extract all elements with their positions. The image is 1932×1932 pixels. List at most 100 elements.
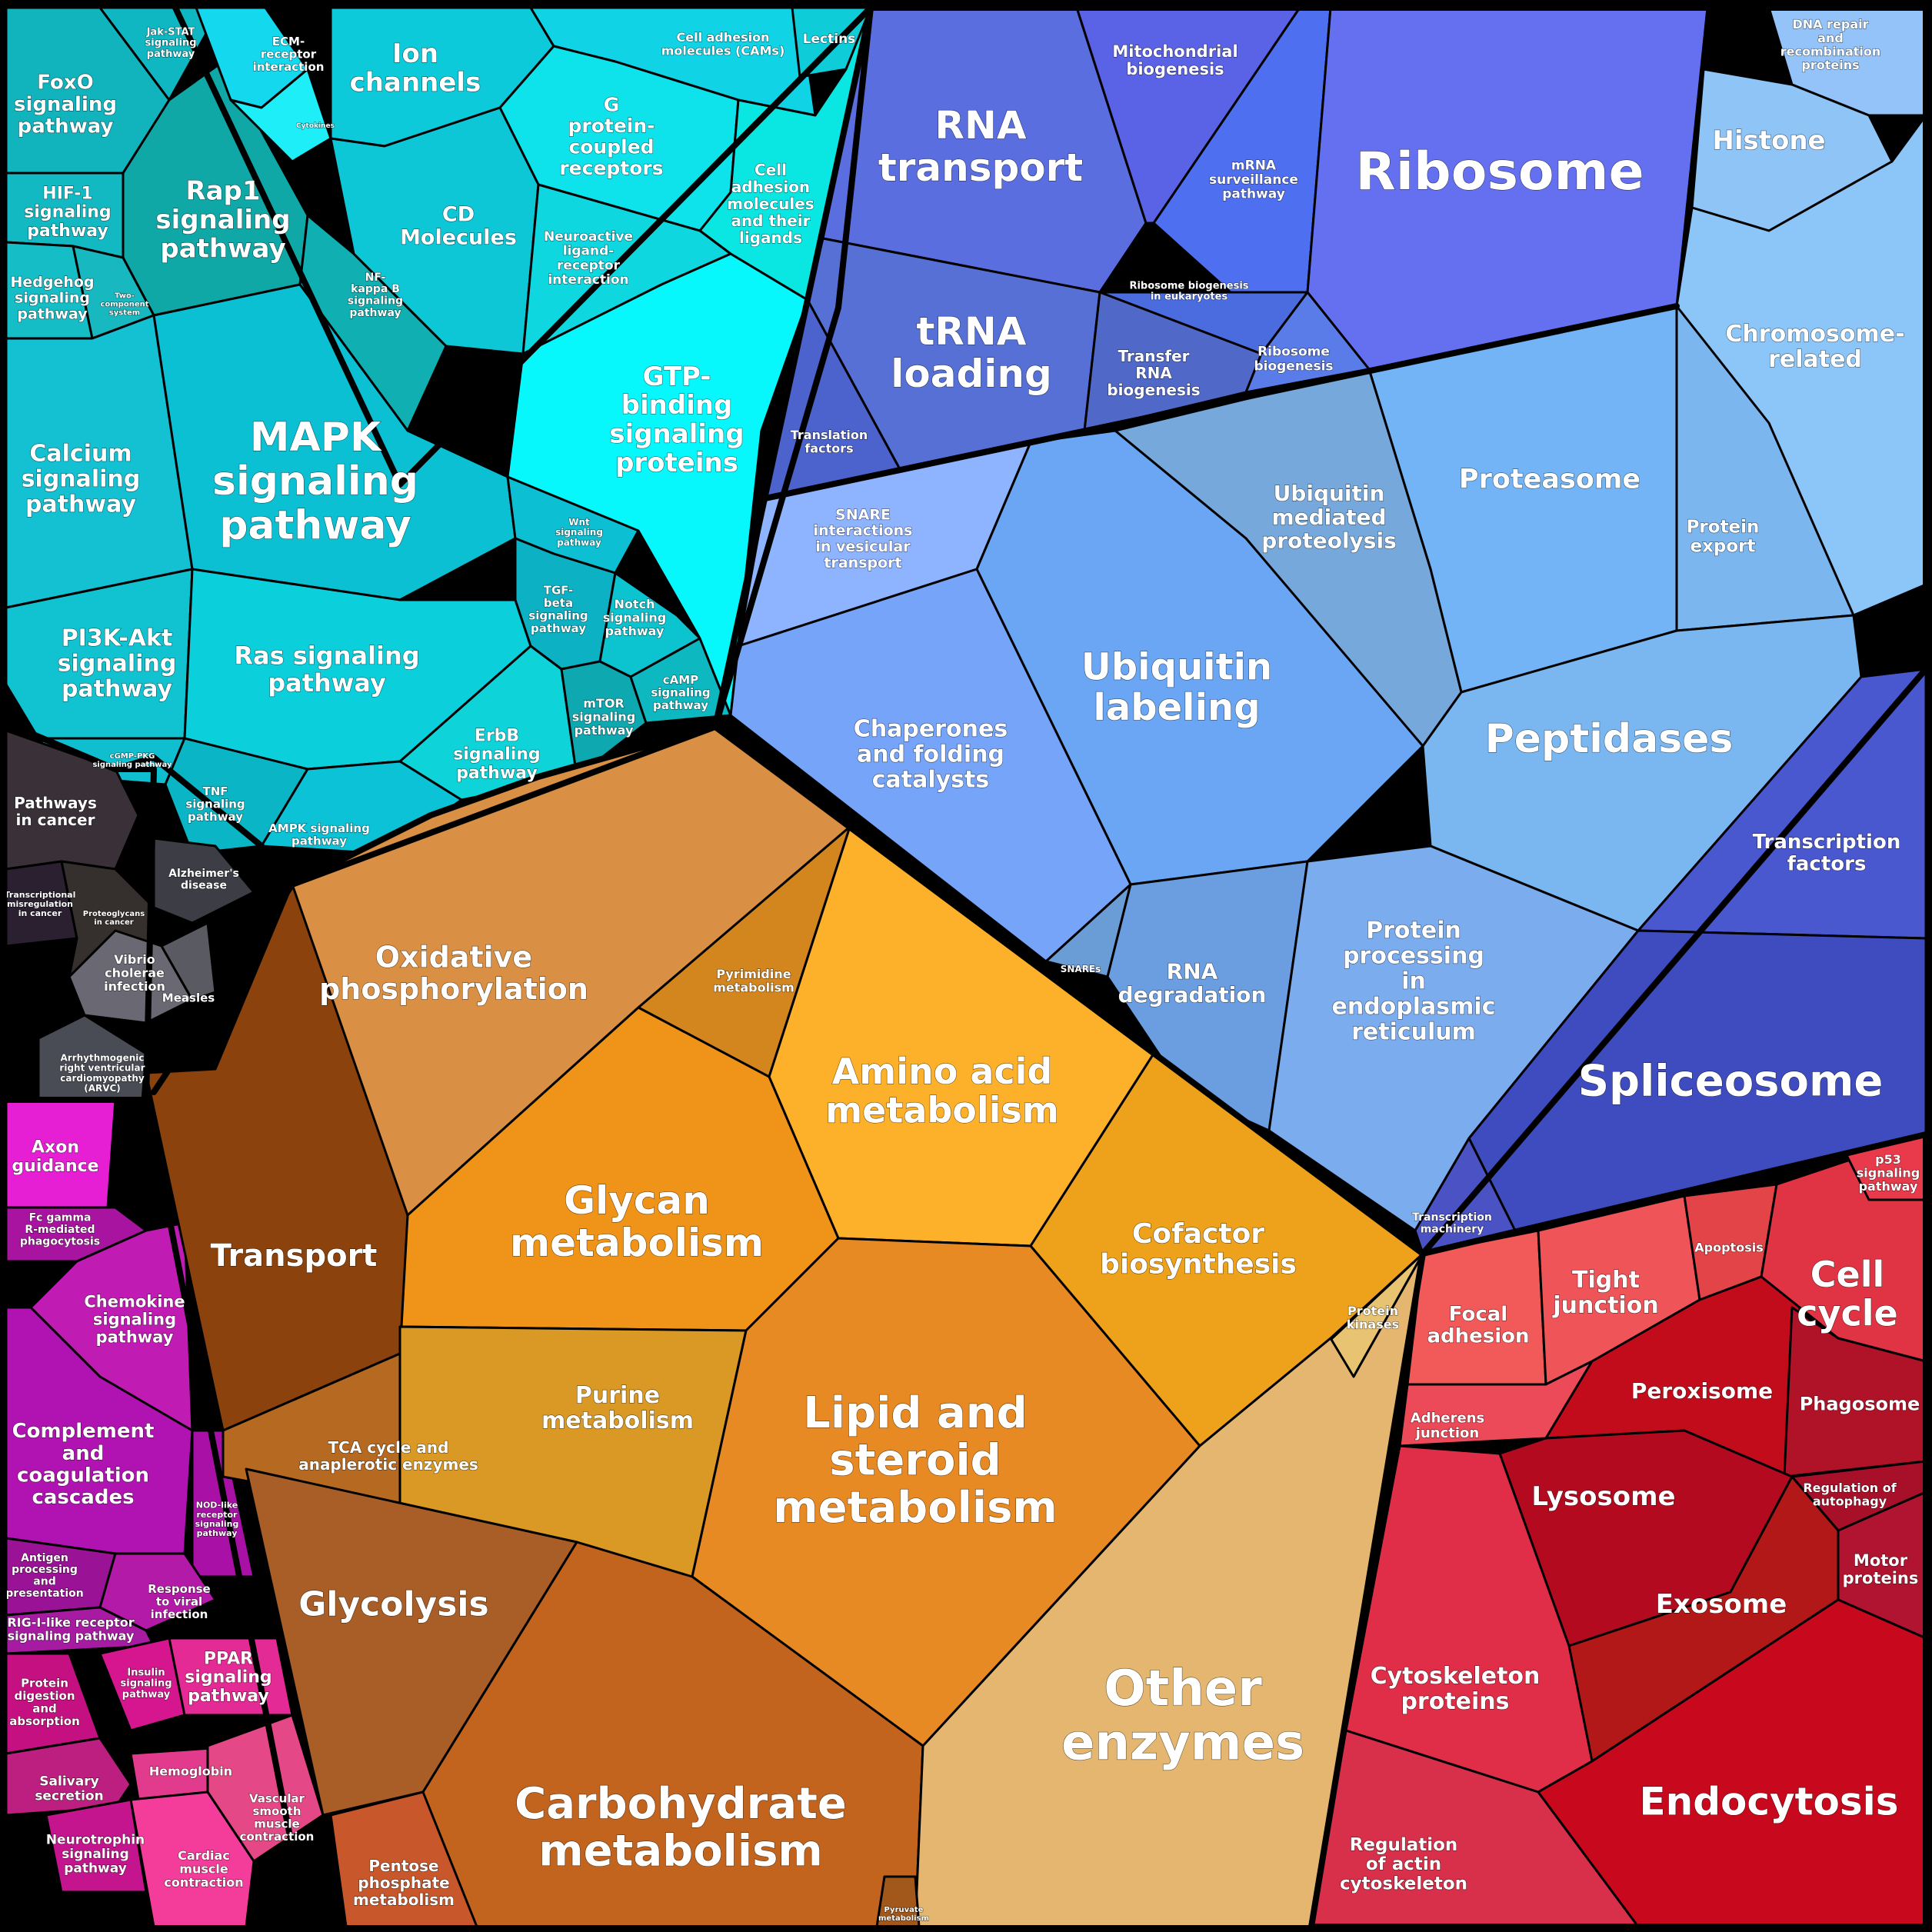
cell-label-line: signaling	[14, 93, 117, 116]
cell-label-line: misregulation	[7, 899, 73, 909]
cell-label-tight: Tight junction	[1552, 1267, 1658, 1319]
cell-label-line: metabolism	[541, 1407, 694, 1434]
cell-label-line: Cell	[1810, 1254, 1885, 1295]
cell-label-line: export	[1690, 537, 1755, 557]
cell-label-line: and folding	[857, 741, 1004, 768]
cell-label-line: MAPK	[250, 415, 382, 461]
cell-label-line: FoxO	[37, 72, 93, 95]
cell-label-line: related	[1768, 346, 1862, 373]
cell-label-line: muscle	[254, 1817, 299, 1831]
cell-label-line: in eukaryotes	[1151, 291, 1228, 303]
cell-label-line: pathway	[291, 834, 347, 848]
cell-label-line: Ubiquitin	[1081, 645, 1272, 688]
cell-label-line: Ubiquitin	[1274, 481, 1385, 506]
cell-label-line: pathway	[349, 307, 401, 319]
cell-label-line: in cancer	[94, 918, 134, 927]
cell-label-glycan: Glycan metabolism	[510, 1178, 764, 1265]
cell-label-line: Measles	[162, 991, 215, 1004]
group-border-folding	[762, 303, 1680, 501]
cell-label-line: in vesicular	[815, 538, 911, 555]
cell-label-peroxisome: Peroxisome	[1631, 1378, 1773, 1404]
cell-label-arrhythmo: Arrhythmogenic right ventricular cardiomyo…	[59, 1052, 145, 1094]
cell-label-line: G	[604, 94, 620, 116]
cell-label-line: signaling pathway	[92, 761, 172, 769]
cell-label-line: Protein	[1687, 517, 1760, 537]
cell-label-line: contraction	[240, 1830, 315, 1844]
cell-label-hif1: HIF-1 signaling pathway	[24, 185, 111, 241]
cell-label-line: Tight	[1572, 1267, 1640, 1294]
cell-label-line: processing	[12, 1564, 78, 1576]
cell-label-line: proteins	[1843, 1569, 1919, 1587]
cell-label-oxphos: Oxidative phosphorylation	[319, 940, 588, 1006]
cell-label-apoptosis: Apoptosis	[1694, 1241, 1763, 1255]
cell-label-line: Histone	[1712, 125, 1825, 156]
cell-label-mrna: mRNA surveillance pathway	[1209, 158, 1298, 202]
cell-label-ribosome: Ribosome	[1355, 142, 1644, 202]
cell-label-ribobioeuk: Ribosome biogenesis in eukaryotes	[1129, 280, 1248, 302]
cell-label-line: interaction	[548, 272, 628, 288]
cell-label-protproc: Protein processing in endoplasmic reticulum	[1332, 918, 1496, 1046]
cell-label-line: pathway	[531, 621, 586, 635]
cell-label-line: digestion	[14, 1689, 75, 1703]
cell-label-vibrio: Vibrio cholerae infection	[104, 952, 165, 994]
cell-label-calcium: Calcium signaling pathway	[22, 441, 141, 518]
cell-label-line: proteins	[615, 448, 738, 478]
cell-label-line: signaling	[15, 290, 90, 307]
cell-label-snares: SNAREs	[1061, 964, 1101, 974]
cell-label-line: Arrhythmogenic	[60, 1052, 144, 1063]
cell-label-p53: p53 signaling pathway	[1857, 1152, 1920, 1194]
cell-cardiac	[129, 1790, 255, 1928]
cell-label-line: Transport	[211, 1238, 378, 1274]
cell-label-line: Motor	[1854, 1551, 1908, 1570]
cell-label-line: kappa B	[351, 283, 400, 295]
cell-label-notch: Notch signaling pathway	[603, 597, 666, 638]
cell-label-line: signaling	[145, 38, 197, 49]
cell-label-cgmp: cGMP-PKG signaling pathway	[92, 752, 172, 769]
cell-label-line: NOD-like	[196, 1501, 238, 1511]
cell-label-glycolysis: Glycolysis	[298, 1584, 488, 1624]
cell-label-line: coagulation	[17, 1464, 149, 1487]
cell-label-line: Lectins	[803, 32, 856, 47]
cell-label-line: factors	[1787, 852, 1867, 875]
cell-label-line: Protein	[21, 1677, 68, 1690]
cell-label-rnadeg: RNA degradation	[1118, 958, 1267, 1008]
cell-label-line: and	[32, 1702, 57, 1716]
cell-label-regactin: Regulation of actin cytoskeleton	[1340, 1835, 1467, 1894]
cell-label-line: cycle	[1797, 1292, 1898, 1334]
cell-label-line: pathway	[268, 668, 386, 698]
cell-label-line: Molecules	[400, 225, 517, 249]
cell-label-line: metabolism	[353, 1890, 455, 1909]
cell-label-line: signaling	[555, 527, 603, 538]
cell-label-complement: Complement and coagulation cascades	[12, 1420, 155, 1509]
cell-label-carbo: Carbohydrate metabolism	[515, 1779, 847, 1877]
cell-label-line: Complement	[12, 1420, 155, 1443]
cell-label-line: Regulation	[1350, 1835, 1458, 1855]
cell-label-camp: cAMP signaling pathway	[651, 673, 710, 712]
cell-label-line: Amino acid	[832, 1051, 1053, 1092]
cell-label-line: signaling	[603, 611, 666, 625]
cell-label-ppar: PPAR signaling pathway	[185, 1650, 271, 1706]
cell-label-line: and	[33, 1576, 55, 1588]
cell-label-line: Exosome	[1656, 1589, 1787, 1620]
cell-label-line: Transfer	[1118, 347, 1189, 365]
cell-label-line: pathway	[557, 537, 601, 548]
cell-label-line: Fc gamma	[29, 1212, 92, 1224]
cell-label-line: Transcription	[1753, 831, 1901, 854]
cell-label-hedgehog: Hedgehog signaling pathway	[10, 274, 94, 323]
cell-label-line: signaling	[651, 685, 710, 699]
cell-label-line: R-mediated	[25, 1224, 95, 1236]
cell-label-line: pathway	[197, 1528, 238, 1538]
cell-label-line: (ARVC)	[84, 1083, 121, 1094]
cell-label-line: Hemoglobin	[149, 1764, 232, 1779]
cell-label-line: disease	[181, 880, 227, 892]
cell-label-line: ErbB	[475, 727, 519, 746]
cell-label-line: surveillance	[1209, 172, 1298, 188]
cell-label-rigi: RIG-I-like receptor signaling pathway	[7, 1615, 135, 1644]
cell-label-protkinases: Protein kinases	[1347, 1304, 1399, 1332]
cell-label-line: signaling	[24, 203, 111, 222]
cell-label-line: anaplerotic enzymes	[298, 1455, 478, 1474]
cell-label-line: Axon	[32, 1138, 79, 1158]
cell-label-line: Apoptosis	[1694, 1241, 1763, 1255]
